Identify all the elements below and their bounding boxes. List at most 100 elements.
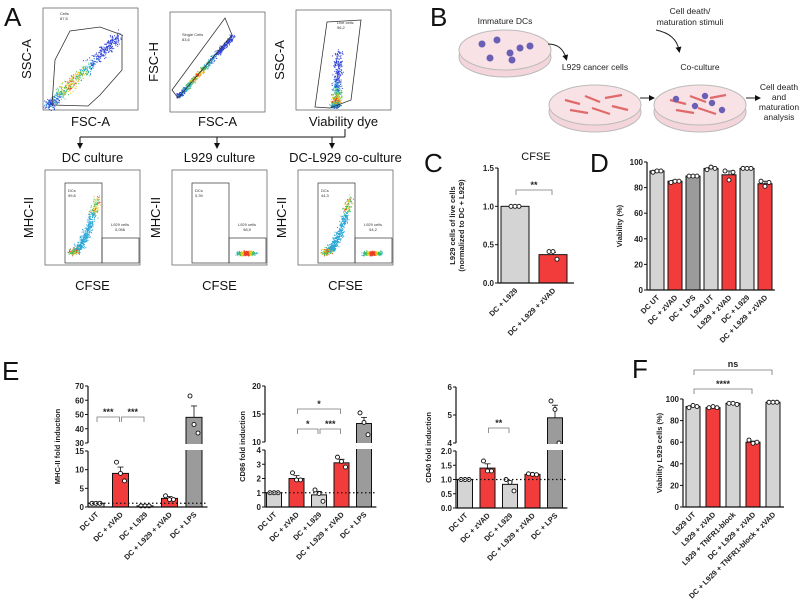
event-dot	[71, 76, 72, 77]
event-dot	[62, 93, 63, 94]
event-dot	[77, 253, 78, 254]
event-dot	[331, 83, 332, 84]
event-dot	[223, 46, 224, 47]
event-dot	[99, 60, 100, 61]
data-point	[188, 394, 192, 398]
significance-bracket	[298, 429, 319, 434]
event-dot	[88, 64, 89, 65]
chart-c: 0.00.51.01.5DC + L929DC + L929 + zVADL92…	[448, 151, 574, 338]
dish-co-culture	[654, 85, 746, 132]
event-dot	[341, 105, 342, 106]
event-dot	[89, 229, 90, 230]
event-dot	[346, 208, 347, 209]
event-dot	[237, 255, 238, 256]
event-dot	[345, 214, 346, 215]
event-dot	[336, 91, 337, 92]
x-axis-label: FSC-A	[198, 114, 237, 129]
event-dot	[377, 254, 378, 255]
data-point	[659, 169, 663, 173]
significance-label: ns	[728, 359, 739, 369]
event-dot	[55, 99, 56, 100]
event-dot	[232, 39, 233, 40]
event-dot	[337, 93, 338, 94]
event-dot	[84, 248, 85, 249]
event-dot	[92, 67, 93, 68]
event-dot	[95, 199, 96, 200]
event-dot	[105, 57, 106, 58]
significance-label: ****	[716, 379, 731, 389]
significance-bracket	[516, 190, 552, 195]
significance-label: ***	[325, 419, 336, 429]
event-dot	[45, 108, 46, 109]
event-dot	[333, 88, 334, 89]
event-dot	[54, 100, 55, 101]
event-dot	[337, 98, 338, 99]
event-dot	[90, 62, 91, 63]
event-dot	[62, 83, 63, 84]
gate-value: 98,5	[243, 227, 252, 232]
event-dot	[104, 48, 105, 49]
event-dot	[347, 223, 348, 224]
event-dot	[340, 55, 341, 56]
event-dot	[322, 249, 323, 250]
event-dot	[332, 89, 333, 90]
event-dot	[188, 88, 189, 89]
y-tick-label: 100	[666, 395, 680, 404]
event-dot	[335, 232, 336, 233]
event-dot	[339, 53, 340, 54]
event-dot	[75, 73, 76, 74]
event-dot	[339, 88, 340, 89]
event-dot	[92, 55, 93, 56]
event-dot	[336, 233, 337, 234]
event-dot	[254, 253, 255, 254]
event-dot	[340, 56, 341, 57]
event-dot	[333, 65, 334, 66]
y-tick-label: 60	[670, 438, 679, 447]
event-dot	[72, 83, 73, 84]
event-dot	[341, 72, 342, 73]
event-dot	[365, 254, 366, 255]
event-dot	[100, 50, 101, 51]
event-dot	[89, 237, 90, 238]
data-point	[655, 169, 659, 173]
event-dot	[321, 250, 322, 251]
event-dot	[336, 108, 337, 109]
event-dot	[78, 80, 79, 81]
event-dot	[90, 207, 91, 208]
event-dot	[66, 91, 67, 92]
event-dot	[229, 44, 230, 45]
event-dot	[87, 219, 88, 220]
event-dot	[332, 237, 333, 238]
event-dot	[332, 245, 333, 246]
event-dot	[335, 82, 336, 83]
event-dot	[65, 98, 66, 99]
event-dot	[84, 70, 85, 71]
event-dot	[341, 226, 342, 227]
event-dot	[121, 39, 122, 40]
data-point	[313, 488, 317, 492]
event-dot	[90, 236, 91, 237]
event-dot	[112, 36, 113, 37]
bar-dc-l929-zvad	[758, 184, 772, 290]
data-point	[651, 170, 655, 174]
y-tick-label: 10	[252, 438, 261, 447]
event-dot	[342, 224, 343, 225]
event-dot	[335, 244, 336, 245]
event-dot	[339, 88, 340, 89]
event-dot	[57, 88, 58, 89]
event-dot	[50, 103, 51, 104]
event-dot	[70, 249, 71, 250]
label-analysis: analysis	[764, 112, 795, 122]
event-dot	[82, 68, 83, 69]
event-dot	[337, 227, 338, 228]
event-dot	[80, 237, 81, 238]
event-dot	[80, 239, 81, 240]
event-dot	[80, 242, 81, 243]
event-dot	[348, 210, 349, 211]
event-dot	[328, 249, 329, 250]
event-dot	[227, 42, 228, 43]
event-dot	[341, 95, 342, 96]
event-dot	[111, 51, 112, 52]
event-dot	[110, 36, 111, 37]
data-point	[759, 179, 763, 183]
